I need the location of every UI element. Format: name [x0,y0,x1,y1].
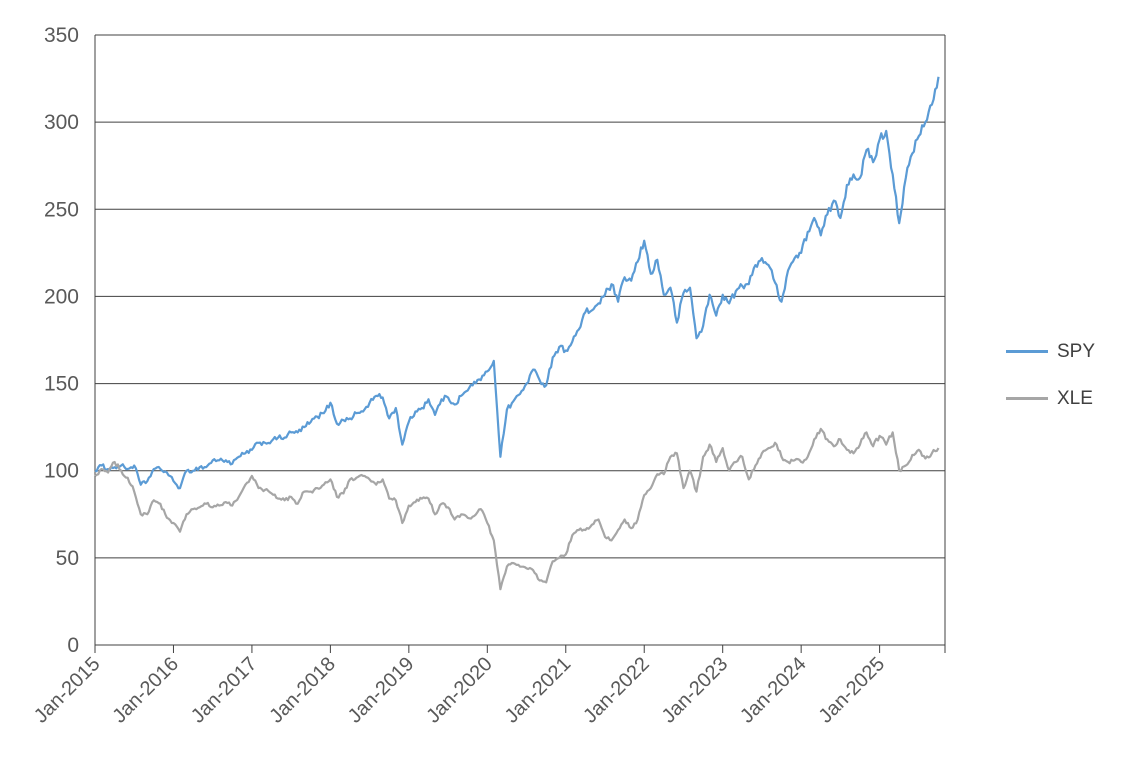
svg-text:Jan-2024: Jan-2024 [736,653,811,728]
plot-frame [94,35,946,645]
legend-item-xle: XLE [1006,389,1095,408]
legend: SPY XLE [1006,342,1095,408]
svg-text:150: 150 [44,373,79,396]
svg-text:Jan-2021: Jan-2021 [501,653,576,728]
spy-line-swatch [1006,350,1048,353]
svg-text:250: 250 [44,198,79,221]
x-axis-labels: Jan-2015 Jan-2016 Jan-2017 Jan-2018 Jan-2019… [30,653,889,728]
svg-text:50: 50 [56,547,79,570]
svg-text:Jan-2018: Jan-2018 [265,653,340,728]
svg-text:350: 350 [44,24,79,47]
svg-text:Jan-2019: Jan-2019 [344,653,419,728]
svg-text:Jan-2020: Jan-2020 [422,653,497,728]
xle-line-swatch [1006,397,1048,400]
legend-label-spy: SPY [1057,341,1096,362]
svg-text:100: 100 [44,460,79,483]
svg-text:Jan-2016: Jan-2016 [108,653,183,728]
svg-text:Jan-2023: Jan-2023 [658,653,733,728]
series-line-xle [94,427,940,591]
svg-text:Jan-2025: Jan-2025 [815,653,890,728]
series-line-spy [94,76,940,490]
svg-text:Jan-2017: Jan-2017 [187,653,262,728]
y-axis-labels: 0 50 100 150 200 250 300 350 [44,24,79,657]
x-axis-ticks [94,645,946,653]
legend-label-xle: XLE [1057,388,1093,409]
svg-text:Jan-2015: Jan-2015 [30,653,105,728]
svg-text:200: 200 [44,285,79,308]
svg-text:300: 300 [44,111,79,134]
svg-text:0: 0 [67,634,79,657]
svg-text:Jan-2022: Jan-2022 [579,653,654,728]
legend-item-spy: SPY [1006,342,1095,361]
gridlines [95,34,945,646]
